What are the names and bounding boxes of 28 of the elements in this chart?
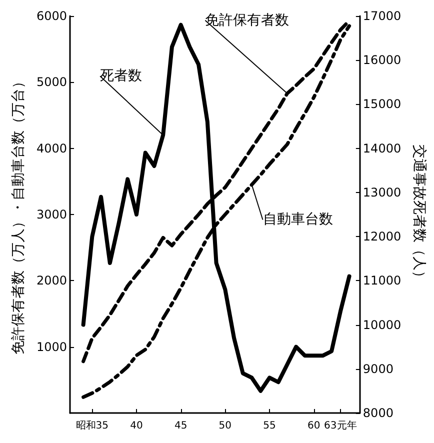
y-tick-label: 5000 bbox=[36, 75, 67, 90]
y2-tick-label: 10000 bbox=[362, 318, 402, 332]
y2-tick-label: 8000 bbox=[362, 406, 394, 420]
x-tick-label: 昭和35 bbox=[76, 420, 109, 432]
y2-axis-title: 交通事故死者数（人） bbox=[411, 144, 427, 284]
y-axis-title: 免許保有者数（万人）・自動車台数（万台） bbox=[10, 74, 27, 354]
y2-tick-label: 9000 bbox=[362, 362, 394, 376]
y2-tick-label: 12000 bbox=[362, 230, 402, 244]
x-tick-label: 40 bbox=[130, 420, 143, 432]
y2-tick-label: 17000 bbox=[362, 9, 402, 23]
x-tick-label: 63元年 bbox=[324, 420, 357, 432]
text: 免許保有者数 bbox=[205, 12, 290, 28]
series-label: 自動車台数 bbox=[262, 212, 333, 228]
y2-tick-label: 15000 bbox=[362, 97, 402, 112]
y2-tick-label: 16000 bbox=[362, 53, 402, 68]
y-tick-label: 3000 bbox=[36, 208, 67, 222]
series-label: 死者数 bbox=[100, 68, 142, 84]
y-tick-label: 4000 bbox=[36, 141, 67, 156]
y-tick-label: 1000 bbox=[36, 340, 67, 354]
y2-tick-label: 13000 bbox=[362, 185, 402, 200]
x-tick-label: 60 bbox=[307, 420, 320, 432]
y-tick-label: 6000 bbox=[36, 9, 67, 23]
y2-tick-label: 14000 bbox=[362, 141, 402, 156]
x-tick-label: 50 bbox=[218, 420, 232, 432]
y2-tick-label: 11000 bbox=[362, 274, 402, 288]
x-tick-label: 45 bbox=[174, 420, 188, 432]
x-tick-label: 55 bbox=[263, 420, 276, 432]
y-tick-label: 2000 bbox=[36, 274, 67, 288]
